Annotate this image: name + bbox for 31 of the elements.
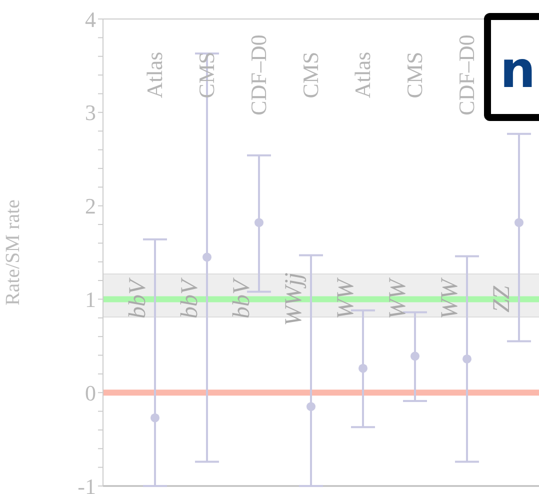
annotation: bbV [125, 278, 151, 319]
annotation: bbV [177, 278, 203, 319]
y-tick-label: 3 [85, 100, 96, 126]
annotation: WW [385, 277, 411, 320]
x-tick-label: CDF–D0 [454, 34, 479, 116]
annotation: n [484, 13, 539, 121]
y-axis-title: Rate/SM rate [2, 199, 24, 306]
annotation: WWjj [281, 272, 307, 326]
point [150, 413, 160, 422]
annotation: WW [333, 277, 359, 320]
x-tick-label: CMS [194, 52, 219, 98]
y-tick-label: 2 [85, 194, 96, 219]
annotation: WW [437, 277, 463, 320]
point [202, 252, 212, 262]
y-tick-label: 4 [85, 6, 96, 32]
x-tick-label: CMS [298, 52, 323, 98]
annotation: bbV [229, 278, 255, 319]
point [358, 364, 368, 373]
y-tick-label: 1 [85, 287, 96, 312]
y-tick-label: 0 [85, 380, 96, 406]
x-tick-label: CMS [402, 52, 427, 98]
point [254, 218, 264, 228]
annotation: ZZ [489, 285, 515, 313]
x-tick-label: Atlas [350, 52, 375, 98]
point [306, 402, 316, 412]
y-tick-label: -1 [78, 474, 96, 494]
x-tick-label: CDF–D0 [246, 34, 271, 116]
point [514, 218, 524, 228]
point [462, 354, 472, 364]
x-tick-label: Atlas [142, 52, 167, 98]
point [410, 352, 420, 361]
